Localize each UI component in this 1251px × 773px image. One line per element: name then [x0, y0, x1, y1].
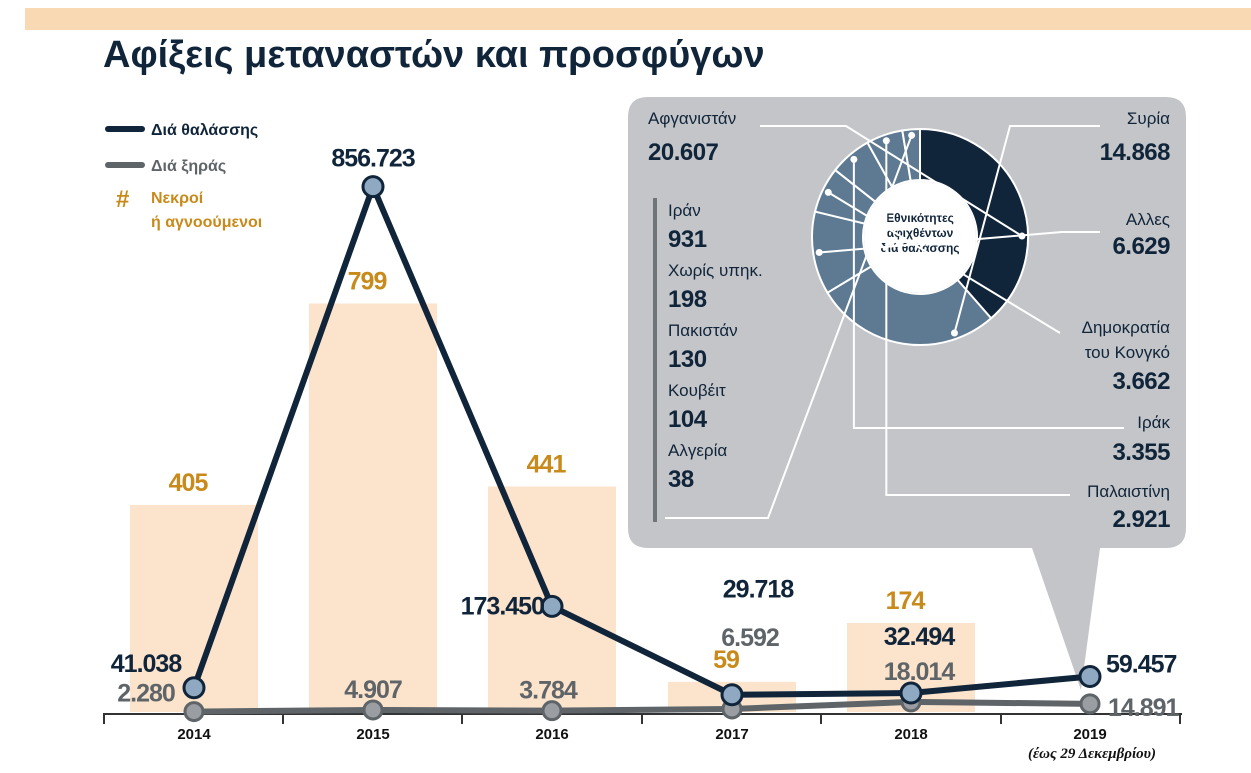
land-point [362, 699, 384, 721]
land-value-label: 3.784 [519, 677, 578, 705]
label-iraq-name: Ιράκ [1137, 413, 1170, 432]
label-others-name: Αλλες [1126, 210, 1170, 229]
top-color-band [25, 8, 1251, 30]
deaths-bar-label: 405 [169, 469, 209, 497]
label-palestine-value: 2.921 [1112, 506, 1170, 533]
nationalities-panel [628, 97, 1186, 690]
legend-dead-label-2: ή αγνοούμενοι [151, 214, 262, 231]
leader-small-group [665, 134, 913, 519]
leader-syria [953, 125, 1100, 334]
small-list-value: 38 [668, 466, 694, 493]
donut-slice [826, 265, 993, 346]
legend-sea-label: Διά θαλάσσης [151, 122, 258, 139]
sea-value-label: 856.723 [331, 145, 414, 173]
small-list-value: 198 [668, 286, 707, 313]
x-axis: 2014 2015 2016 2017 2018 2019 (έως 29 Δεκεμβρί… [103, 713, 1182, 762]
leader-palestine [885, 140, 1070, 496]
legend-dead-label-1: Νεκροί [151, 190, 203, 207]
leader-iraq [852, 159, 1124, 429]
small-list-value: 130 [668, 346, 707, 373]
leader-dot [815, 248, 823, 256]
leader-dot [950, 329, 958, 337]
sea-point [361, 175, 385, 199]
land-value-label: 14.891 [1108, 694, 1180, 722]
leader-dot [908, 131, 916, 139]
sea-value-label: 29.718 [723, 576, 795, 604]
sea-value-label: 32.494 [884, 623, 956, 651]
sea-series-line [191, 183, 1091, 698]
leader-congo [827, 191, 1061, 334]
label-syria-name: Συρία [1127, 109, 1170, 128]
deaths-bar-label: 174 [886, 587, 926, 615]
land-value-label: 6.592 [721, 624, 779, 652]
sea-point [540, 594, 564, 618]
x-tick-label: 2014 [177, 726, 211, 743]
land-value-label: 4.907 [344, 676, 402, 704]
x-tick-label: 2016 [535, 726, 568, 743]
small-list-name: Πακιστάν [668, 321, 738, 340]
x-tick-label: 2015 [356, 726, 389, 743]
deaths-bar-label: 799 [348, 267, 387, 295]
land-point [541, 700, 563, 722]
leader-others [819, 231, 1100, 254]
small-list-value: 931 [668, 226, 707, 253]
small-list-name: Χωρίς υπηκ. [668, 261, 763, 280]
leader-dot [824, 188, 832, 196]
leader-afghanistan [760, 125, 1023, 237]
label-congo-name-1: Δημοκρατία [1082, 318, 1171, 337]
x-tick-label: 2018 [894, 726, 927, 743]
label-palestine-name: Παλαιστίνη [1087, 482, 1170, 501]
chart-title: Αφίξεις μεταναστών και προσφύγων [103, 34, 765, 76]
label-congo-value: 3.662 [1112, 368, 1170, 395]
land-point [183, 701, 205, 723]
land-series-line [193, 698, 1091, 715]
donut-center-label: αφιχθέντων [887, 226, 954, 240]
deaths-bar [309, 303, 437, 712]
label-afghanistan-value: 20.607 [648, 139, 719, 166]
x-tick-note: (έως 29 Δεκεμβρίου) [1028, 746, 1156, 762]
deaths-bar-label: 59 [713, 646, 739, 674]
label-afghanistan-name: Αφγανιστάν [648, 109, 736, 128]
arrival-lines [182, 175, 1102, 723]
land-value-label: 2.280 [117, 680, 175, 708]
label-others-value: 6.629 [1112, 233, 1170, 260]
small-list-name: Αλγερία [668, 441, 727, 460]
donut-center-label: Εθνικότητες [886, 211, 954, 225]
data-labels: 405 799 441 59 174 41.038 856.723 173.450 29.718… [111, 145, 1181, 722]
land-value-label: 18.014 [884, 658, 956, 686]
land-point [1079, 693, 1101, 715]
nationalities-labels: Αφγανιστάν 20.607 Συρία 14.868 Αλλες 6.629 Δημ… [648, 109, 1171, 533]
x-tick-label: 2017 [715, 726, 748, 743]
label-iraq-value: 3.355 [1112, 439, 1170, 466]
sea-point [182, 676, 206, 700]
label-congo-name-2: του Κονγκό [1085, 343, 1170, 362]
legend: Διά θαλάσσης Διά ξηράς # Νεκροί ή αγνοού… [105, 122, 262, 231]
label-syria-value: 14.868 [1100, 139, 1171, 166]
legend-land-label: Διά ξηράς [151, 158, 226, 175]
sea-value-label: 59.457 [1106, 650, 1177, 678]
sea-value-label: 173.450 [461, 592, 544, 620]
small-list-name: Κουβέιτ [668, 381, 726, 400]
sea-point [1078, 664, 1102, 688]
sea-value-label: 41.038 [111, 650, 183, 678]
donut-slice [901, 127, 921, 182]
sea-point [899, 681, 923, 705]
legend-dead-symbol: # [116, 186, 129, 213]
sea-point [720, 683, 744, 707]
deaths-bar-label: 441 [527, 451, 567, 479]
small-list-name: Ιράν [668, 201, 701, 220]
small-list-value: 104 [668, 406, 708, 433]
x-tick-label: 2019 [1073, 726, 1106, 743]
leader-dot [882, 137, 890, 145]
leader-dot [850, 155, 858, 163]
